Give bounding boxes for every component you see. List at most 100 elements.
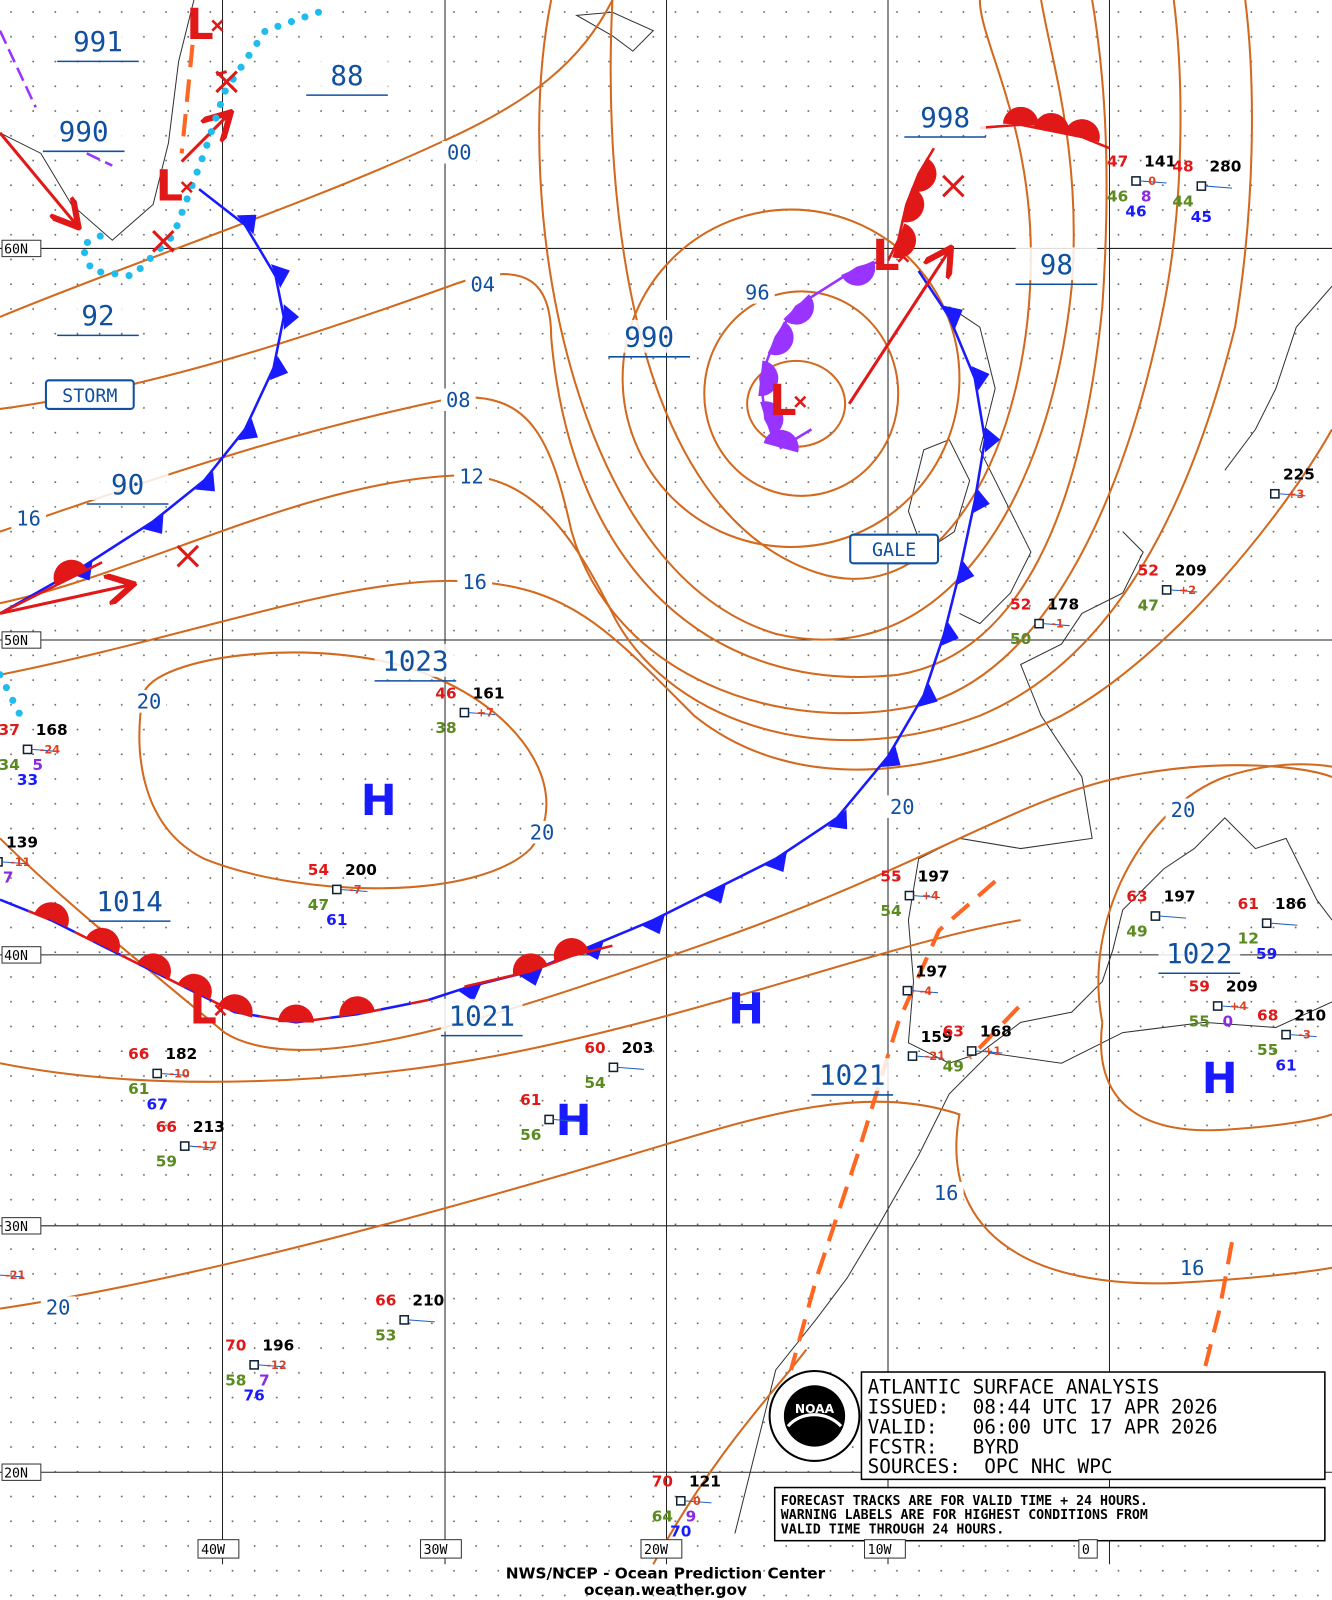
station-wind xyxy=(340,888,368,893)
warning-box xyxy=(44,379,135,410)
station-wind xyxy=(913,895,941,899)
station-sea-temp: 46 xyxy=(1125,203,1146,221)
lat-label-box xyxy=(1,946,42,964)
warning-label: STORM xyxy=(62,386,117,407)
station-wind xyxy=(1290,1034,1317,1038)
isobar-label-bg xyxy=(440,998,523,1032)
station-wind xyxy=(975,1050,1003,1054)
info-line: ISSUED: 08:44 UTC 17 APR 2026 xyxy=(868,1395,1218,1418)
isobar-label: 96 xyxy=(745,281,770,305)
isobar-label: 16 xyxy=(1180,1256,1205,1280)
info-line: ATLANTIC SURFACE ANALYSIS xyxy=(868,1375,1160,1398)
station-symbol xyxy=(1161,585,1172,595)
high-center: H xyxy=(1202,1054,1238,1104)
isobar-label-bg xyxy=(441,141,477,164)
isobar-label-bg xyxy=(1158,936,1241,970)
station-wave: 0 xyxy=(1223,1012,1234,1030)
station-pressure: 182 xyxy=(165,1045,197,1063)
station-wind xyxy=(161,1072,188,1077)
station-symbol xyxy=(331,884,342,895)
station-sea-temp: 61 xyxy=(326,911,347,929)
lon-label-box xyxy=(420,1539,462,1559)
station-symbol xyxy=(1196,181,1207,191)
station-tendency: -10 xyxy=(169,1068,189,1081)
noaa-logo: NOAA xyxy=(768,1369,861,1462)
isobar-label: 1014 xyxy=(96,885,162,918)
isobar-label-bg xyxy=(457,570,492,593)
station-wind xyxy=(1278,493,1306,497)
isobar-label-bg xyxy=(40,1296,76,1319)
station-air-temp: 61 xyxy=(1238,895,1259,913)
isobar-label: 1023 xyxy=(382,645,448,678)
station-pressure: 197 xyxy=(1164,888,1196,906)
note-box xyxy=(773,1486,1326,1542)
info-box xyxy=(860,1371,1326,1481)
longitude-label: 0 xyxy=(1082,1543,1090,1558)
latitude-label: 60N xyxy=(4,243,28,258)
fronts xyxy=(0,30,1110,1024)
station-dew-point: 38 xyxy=(435,719,456,737)
low-center: L xyxy=(156,161,183,211)
low-center: L xyxy=(189,984,216,1034)
station-symbol xyxy=(1261,918,1272,929)
station-symbol xyxy=(179,1141,190,1151)
station-sea-temp: 70 xyxy=(670,1523,691,1541)
station-tendency: -17 xyxy=(197,1140,217,1153)
station-tendency: 0 xyxy=(1148,175,1156,188)
station-wind xyxy=(617,1066,645,1070)
station-symbol xyxy=(902,985,913,996)
isobar-label-bg xyxy=(57,298,139,332)
isobar-label: 20 xyxy=(530,820,555,844)
station-dew-point: 58 xyxy=(225,1371,246,1389)
isobar-label: 1022 xyxy=(1166,937,1232,970)
station-sea-temp: 33 xyxy=(17,771,38,789)
station-symbol xyxy=(399,1315,410,1325)
low-x xyxy=(214,1004,227,1017)
station-plot: 197-4 xyxy=(902,962,948,998)
isobar-label: 991 xyxy=(73,25,123,58)
isobar-label-bg xyxy=(1165,798,1201,821)
station-tendency: +4 xyxy=(922,890,939,903)
station-dew-point: 54 xyxy=(584,1074,605,1092)
isobar-label-bg xyxy=(57,24,139,58)
station-wind xyxy=(553,1118,580,1123)
station-air-temp: 46 xyxy=(435,684,456,702)
info-line: SOURCES: OPC NHC WPC xyxy=(868,1455,1113,1478)
warning-box xyxy=(849,533,940,565)
station-symbol xyxy=(1150,911,1161,921)
station-symbol xyxy=(904,890,915,901)
station-pressure: 197 xyxy=(918,867,950,885)
station-air-temp: 61 xyxy=(520,1091,541,1109)
station-pressure: 141 xyxy=(1144,153,1176,171)
station-plot: 59 209 +4 55 0 xyxy=(1189,978,1258,1031)
station-air-temp: 66 xyxy=(128,1045,149,1063)
station-tendency: -4 xyxy=(920,985,933,998)
station-dew-point: 46 xyxy=(1107,187,1128,205)
station-plot: 139 -117 xyxy=(0,834,38,886)
lon-label-box xyxy=(864,1539,906,1559)
station-air-temp: 48 xyxy=(1172,158,1193,176)
station-plot: 61 56 xyxy=(520,1091,580,1144)
isobar-label: 08 xyxy=(446,388,471,412)
isobar-label: 90 xyxy=(111,468,144,501)
isobar-label-bg xyxy=(1015,247,1098,281)
station-plot: 52 209 +2 47 xyxy=(1138,562,1207,615)
longitude-label: 40W xyxy=(201,1543,225,1558)
station-sea-temp: 76 xyxy=(244,1387,265,1405)
station-wind xyxy=(408,1319,435,1323)
station-tendency: +4 xyxy=(1230,1000,1247,1013)
station-air-temp: 52 xyxy=(1138,562,1159,580)
station-plot: 159-21 xyxy=(907,1028,953,1063)
isobar-label: 98 xyxy=(1040,248,1073,281)
station-wave: 7 xyxy=(3,868,14,886)
station-pressure: 178 xyxy=(1047,595,1079,613)
lon-label-box xyxy=(1078,1539,1098,1559)
isobar-label-bg xyxy=(1174,1256,1210,1279)
station-symbol xyxy=(675,1495,686,1506)
footer-agency: NWS/NCEP - Ocean Prediction Center xyxy=(506,1565,826,1583)
latitude-label: 20N xyxy=(4,1466,28,1481)
isobar-label: 12 xyxy=(459,465,484,489)
